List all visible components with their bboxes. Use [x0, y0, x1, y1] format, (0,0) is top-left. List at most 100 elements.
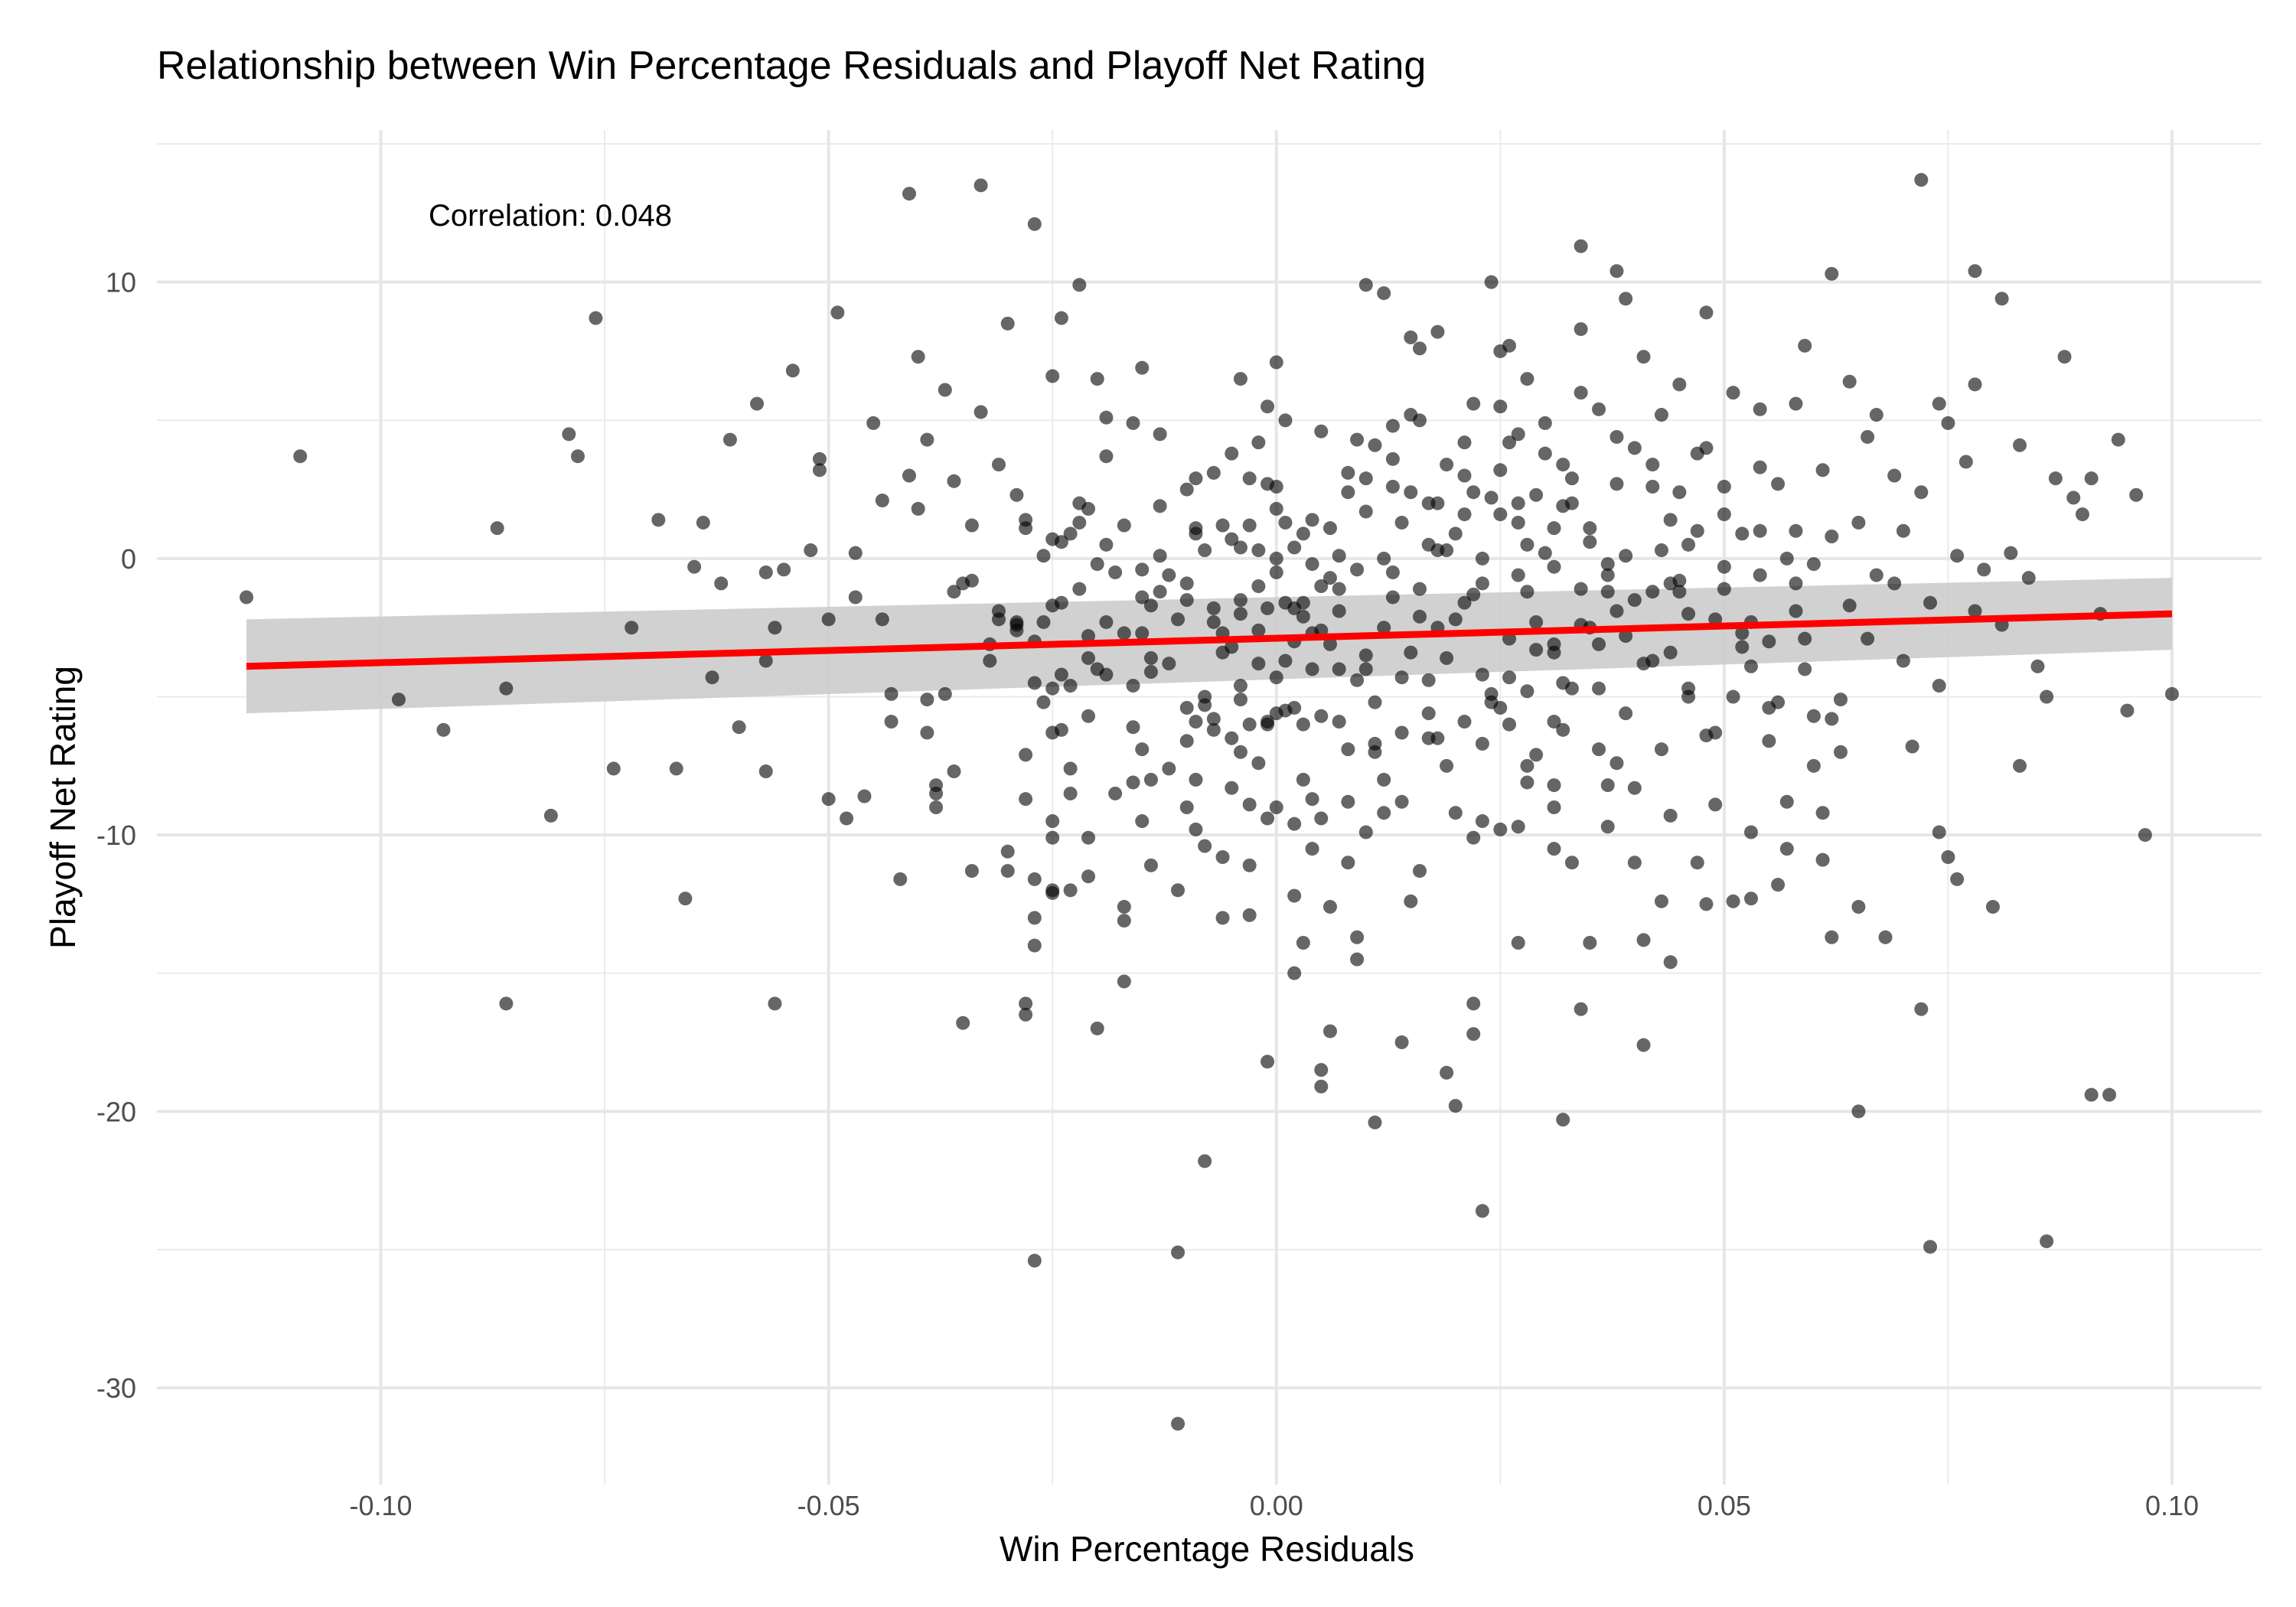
- x-tick-label: -0.10: [350, 1490, 413, 1521]
- data-point: [1887, 576, 1902, 591]
- data-point: [1081, 629, 1096, 644]
- data-point: [1225, 446, 1239, 461]
- data-point: [1261, 811, 1275, 826]
- data-point: [1869, 568, 1883, 582]
- data-point: [1385, 479, 1400, 494]
- data-point: [1511, 427, 1525, 442]
- data-point: [938, 383, 952, 397]
- data-point: [2030, 659, 2045, 673]
- data-point: [1574, 386, 1588, 400]
- data-point: [1117, 518, 1131, 533]
- data-point: [1493, 463, 1508, 478]
- data-point: [1806, 709, 1821, 723]
- data-point: [1242, 518, 1257, 533]
- data-point: [1413, 582, 1427, 596]
- data-point: [1215, 911, 1230, 925]
- data-point: [1341, 485, 1355, 500]
- data-point: [947, 764, 961, 779]
- data-point: [821, 612, 836, 627]
- data-point: [875, 612, 889, 627]
- data-point: [1771, 477, 1786, 491]
- data-point: [1404, 894, 1418, 908]
- data-point: [1592, 402, 1606, 416]
- data-point: [1556, 722, 1570, 737]
- data-point: [1627, 441, 1642, 455]
- data-point: [1726, 894, 1740, 908]
- data-point: [777, 562, 791, 577]
- data-point: [1027, 938, 1042, 953]
- data-point: [768, 621, 782, 635]
- data-point: [857, 789, 872, 804]
- data-point: [1081, 650, 1096, 665]
- data-point: [1636, 350, 1651, 364]
- data-point: [1708, 797, 1723, 812]
- data-point: [1645, 479, 1660, 494]
- data-point: [830, 305, 845, 320]
- data-point: [705, 670, 719, 685]
- data-point: [436, 722, 451, 737]
- data-point: [1189, 471, 1203, 486]
- data-point: [1054, 722, 1068, 737]
- data-point: [1475, 576, 1489, 591]
- data-point: [974, 405, 988, 419]
- data-point: [1681, 537, 1696, 552]
- data-point: [1261, 601, 1275, 615]
- data-point: [1457, 507, 1472, 522]
- data-point: [1547, 800, 1561, 814]
- data-point: [1457, 468, 1472, 483]
- axis-layer: -0.10 -0.05 0.00 0.05 0.10 -30 -20 -10 0 10: [96, 267, 2199, 1521]
- data-point: [1225, 781, 1239, 795]
- data-point: [1592, 681, 1606, 696]
- data-point: [1941, 850, 1955, 865]
- data-point: [1341, 794, 1355, 809]
- data-point: [1735, 626, 1750, 641]
- data-point: [1377, 772, 1391, 787]
- data-point: [1466, 485, 1481, 500]
- data-point: [1717, 507, 1731, 522]
- data-point: [1779, 551, 1794, 566]
- data-point: [1296, 609, 1310, 624]
- data-point: [1314, 1063, 1329, 1077]
- data-point: [1179, 593, 1194, 608]
- data-point: [1834, 693, 1848, 707]
- data-point: [1009, 487, 1024, 502]
- data-point: [920, 693, 934, 707]
- data-point: [1520, 775, 1534, 790]
- data-point: [1126, 416, 1140, 430]
- data-point: [1377, 806, 1391, 820]
- data-point: [1350, 432, 1365, 447]
- data-point: [2120, 703, 2135, 718]
- data-point: [1654, 894, 1668, 908]
- data-point: [1027, 911, 1042, 925]
- data-point: [1493, 399, 1508, 414]
- data-point: [1377, 551, 1391, 566]
- data-point: [1914, 173, 1929, 187]
- data-point: [1377, 621, 1391, 635]
- data-point: [1502, 717, 1517, 732]
- data-point: [1440, 1065, 1454, 1080]
- data-point: [1135, 562, 1150, 577]
- data-point: [1708, 725, 1723, 740]
- data-point: [804, 543, 818, 558]
- data-point: [1179, 734, 1194, 748]
- data-point: [1063, 761, 1078, 776]
- data-point: [1296, 772, 1310, 787]
- data-point: [1842, 374, 1857, 389]
- data-point: [1968, 264, 1982, 279]
- data-point: [1287, 540, 1302, 555]
- data-point: [1332, 604, 1346, 618]
- data-point: [1305, 842, 1319, 856]
- data-point: [1627, 593, 1642, 608]
- data-point: [1090, 662, 1104, 676]
- data-point: [562, 427, 576, 442]
- data-point: [1278, 515, 1293, 530]
- data-point: [1045, 830, 1060, 845]
- data-point: [651, 513, 666, 527]
- data-point: [1717, 479, 1731, 494]
- data-point: [1296, 526, 1310, 541]
- data-point: [1072, 278, 1087, 292]
- data-point: [1054, 535, 1068, 549]
- data-point: [1117, 900, 1131, 914]
- data-point: [1322, 571, 1337, 585]
- data-point: [1233, 593, 1247, 608]
